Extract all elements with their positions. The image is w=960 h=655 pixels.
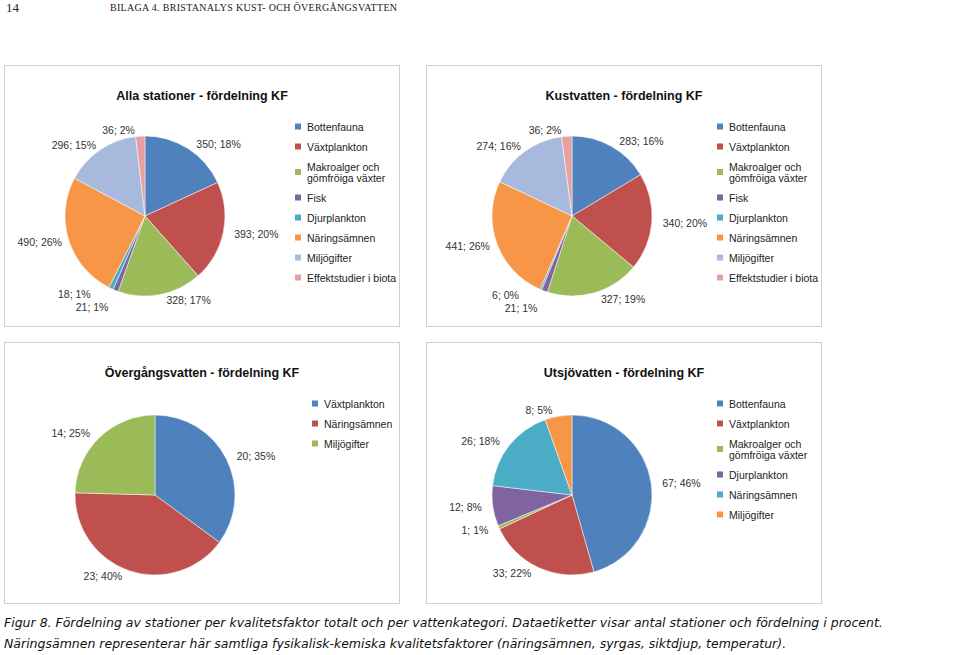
- html-text:14: 14: [6, 0, 19, 15]
- svg-text:Fisk: Fisk: [729, 192, 749, 204]
- svg-text:490; 26%: 490; 26%: [18, 236, 62, 248]
- svg-text:20; 35%: 20; 35%: [237, 450, 276, 462]
- svg-text:Växtplankton: Växtplankton: [324, 398, 385, 410]
- svg-text:Miljögifter: Miljögifter: [729, 252, 774, 264]
- svg-text:Övergångsvatten - fördelning K: Övergångsvatten - fördelning KF: [105, 365, 300, 380]
- svg-text:Makroalger och: Makroalger och: [307, 160, 383, 173]
- svg-text:Växtplankton: Växtplankton: [307, 141, 368, 153]
- svg-text:21; 1%: 21; 1%: [76, 301, 109, 313]
- svg-text:33; 22%: 33; 22%: [493, 567, 532, 579]
- svg-text:23; 40%: 23; 40%: [84, 570, 123, 582]
- svg-text:gömfröiga växter: gömfröiga växter: [729, 449, 808, 461]
- svg-text:36; 2%: 36; 2%: [102, 124, 135, 136]
- svg-text:18; 1%: 18; 1%: [58, 288, 91, 300]
- svg-text:Näringsämnen: Näringsämnen: [324, 418, 392, 430]
- svg-text:Utsjövatten - fördelning KF: Utsjövatten - fördelning KF: [544, 366, 705, 380]
- svg-text:Djurplankton: Djurplankton: [307, 212, 366, 224]
- svg-text:Näringsämnen: Näringsämnen: [729, 489, 797, 501]
- svg-text:Växtplankton: Växtplankton: [729, 141, 790, 153]
- svg-text:Fisk: Fisk: [307, 192, 327, 204]
- svg-text:283; 16%: 283; 16%: [619, 135, 663, 147]
- svg-text:340; 20%: 340; 20%: [663, 217, 707, 229]
- html-text:BILAGA 4. BRISTANALYS KUST- OC: BILAGA 4. BRISTANALYS KUST- OCH ÖVERGÅNG…: [110, 2, 398, 13]
- svg-text:gömfröiga växter: gömfröiga växter: [307, 172, 386, 184]
- svg-text:327; 19%: 327; 19%: [601, 293, 645, 305]
- svg-text:Bottenfauna: Bottenfauna: [729, 398, 786, 410]
- svg-text:Makroalger och: Makroalger och: [729, 437, 805, 450]
- svg-text:Kustvatten - fördelning KF: Kustvatten - fördelning KF: [546, 89, 703, 103]
- svg-text:21; 1%: 21; 1%: [505, 302, 538, 314]
- svg-text:Alla stationer - fördelning KF: Alla stationer - fördelning KF: [116, 89, 288, 103]
- svg-text:441; 26%: 441; 26%: [446, 240, 490, 252]
- svg-text:350; 18%: 350; 18%: [196, 138, 240, 150]
- svg-text:393; 20%: 393; 20%: [234, 228, 278, 240]
- svg-text:Näringsämnen: Näringsämnen: [307, 232, 375, 244]
- svg-text:14; 25%: 14; 25%: [52, 427, 91, 439]
- svg-text:Bottenfauna: Bottenfauna: [729, 121, 786, 133]
- svg-text:Djurplankton: Djurplankton: [729, 212, 788, 224]
- svg-text:36; 2%: 36; 2%: [529, 124, 562, 136]
- svg-text:Effektstudier i biota: Effektstudier i biota: [729, 272, 818, 284]
- svg-text:Näringsämnen: Näringsämnen: [729, 232, 797, 244]
- svg-text:Växtplankton: Växtplankton: [729, 418, 790, 430]
- svg-text:6; 0%: 6; 0%: [492, 289, 519, 301]
- svg-text:Effektstudier i biota: Effektstudier i biota: [307, 272, 396, 284]
- svg-text:67; 46%: 67; 46%: [662, 477, 701, 489]
- svg-text:296; 15%: 296; 15%: [52, 139, 96, 151]
- svg-text:12; 8%: 12; 8%: [449, 501, 482, 513]
- svg-text:Miljögifter: Miljögifter: [324, 438, 369, 450]
- svg-text:26; 18%: 26; 18%: [461, 435, 500, 447]
- html-text:Figur 8. Fördelning av station: Figur 8. Fördelning av stationer per kva…: [4, 615, 883, 651]
- svg-text:Bottenfauna: Bottenfauna: [307, 121, 364, 133]
- svg-text:Djurplankton: Djurplankton: [729, 469, 788, 481]
- svg-text:gömfröiga växter: gömfröiga växter: [729, 172, 808, 184]
- svg-text:8; 5%: 8; 5%: [526, 404, 553, 416]
- svg-text:274; 16%: 274; 16%: [477, 140, 521, 152]
- svg-text:328; 17%: 328; 17%: [166, 294, 210, 306]
- svg-text:Miljögifter: Miljögifter: [307, 252, 352, 264]
- svg-text:1; 1%: 1; 1%: [462, 524, 489, 536]
- svg-text:Miljögifter: Miljögifter: [729, 509, 774, 521]
- svg-text:Makroalger och: Makroalger och: [729, 160, 805, 173]
